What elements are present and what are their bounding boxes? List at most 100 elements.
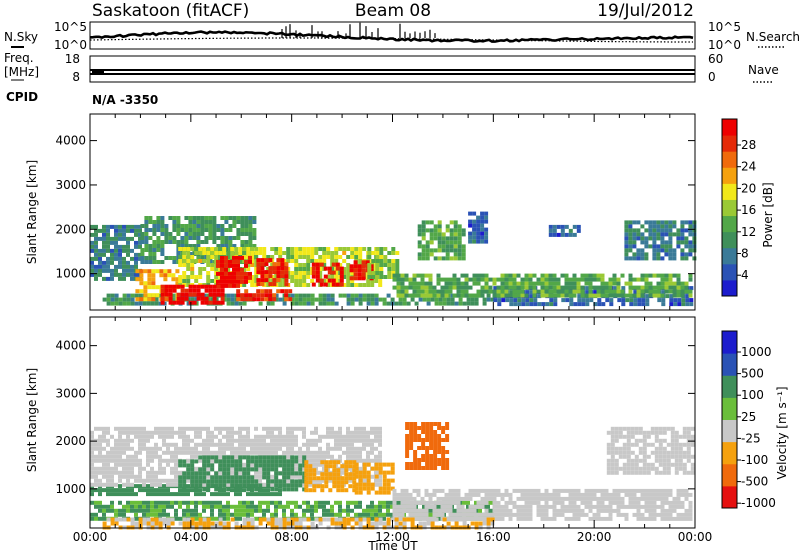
- heatmap-cell: [378, 462, 383, 467]
- heatmap-cell: [334, 434, 338, 439]
- heatmap-cell: [258, 492, 262, 497]
- heatmap-cell: [344, 460, 349, 465]
- heatmap-cell: [628, 289, 633, 294]
- heatmap-cell: [413, 466, 418, 470]
- heatmap-cell: [525, 302, 530, 307]
- heatmap-cell: [102, 454, 106, 459]
- heatmap-cell: [268, 274, 273, 279]
- heatmap-cell: [614, 434, 619, 439]
- heatmap-cell: [174, 500, 178, 505]
- heatmap-cell: [220, 224, 225, 228]
- heatmap-cell: [152, 232, 157, 236]
- heatmap-cell: [509, 298, 514, 303]
- heatmap-cell: [224, 244, 229, 248]
- heatmap-cell: [624, 232, 629, 237]
- heatmap-cell: [428, 289, 433, 294]
- heatmap-cell: [172, 220, 177, 224]
- heatmap-cell: [669, 298, 674, 303]
- heatmap-cell: [622, 426, 627, 431]
- heatmap-cell: [450, 297, 455, 302]
- heatmap-cell: [146, 500, 150, 505]
- heatmap-cell: [492, 500, 497, 505]
- heatmap-cell: [367, 263, 372, 267]
- heatmap-cell: [178, 516, 182, 521]
- heatmap-cell: [306, 275, 311, 279]
- heatmap-cell: [182, 251, 187, 255]
- heatmap-cell: [230, 438, 234, 443]
- heatmap-cell: [449, 220, 454, 225]
- heatmap-cell: [429, 220, 434, 225]
- heatmap-cell: [222, 508, 226, 513]
- heatmap-cell: [190, 521, 195, 526]
- heatmap-cell: [350, 508, 354, 513]
- heatmap-cell: [672, 508, 677, 513]
- heatmap-cell: [660, 220, 665, 225]
- heatmap-cell: [449, 240, 454, 245]
- heatmap-cell: [218, 247, 223, 251]
- y-tick-label: 1000: [55, 267, 86, 281]
- heatmap-cell: [330, 521, 335, 526]
- heatmap-cell: [429, 438, 434, 442]
- heatmap-cell: [174, 450, 178, 455]
- heatmap-cell: [604, 492, 609, 497]
- heatmap-cell: [310, 516, 314, 521]
- heatmap-cell: [234, 492, 238, 497]
- heatmap-cell: [298, 483, 303, 488]
- heatmap-cell: [568, 289, 573, 294]
- heatmap-cell: [262, 450, 266, 455]
- heatmap-cell: [298, 517, 303, 522]
- heatmap-cell: [254, 479, 259, 484]
- heatmap-cell: [424, 273, 429, 278]
- heatmap-cell: [130, 521, 135, 526]
- heatmap-cell: [130, 256, 134, 261]
- heatmap-cell: [230, 512, 234, 517]
- heatmap-cell: [308, 472, 313, 477]
- heatmap-cell: [314, 504, 318, 509]
- heatmap-cell: [164, 292, 169, 297]
- heatmap-cell: [410, 517, 415, 522]
- heatmap-cell: [580, 273, 585, 278]
- heatmap-cell: [192, 300, 197, 305]
- heatmap-cell: [146, 454, 150, 459]
- heatmap-cell: [596, 504, 601, 509]
- heatmap-cell: [350, 293, 355, 298]
- heatmap-cell: [146, 301, 151, 306]
- heatmap-cell: [242, 301, 247, 306]
- heatmap-cell: [628, 277, 633, 282]
- heatmap-cell: [258, 521, 263, 526]
- heatmap-cell: [290, 426, 294, 431]
- heatmap-cell: [628, 240, 633, 245]
- heatmap-cell: [358, 259, 363, 263]
- heatmap-cell: [568, 281, 573, 286]
- heatmap-cell: [348, 484, 353, 489]
- heatmap-cell: [429, 248, 434, 253]
- heatmap-cell: [508, 512, 513, 517]
- heatmap-cell: [572, 281, 577, 286]
- heatmap-cell: [154, 301, 159, 306]
- heatmap-cell: [476, 215, 481, 220]
- heatmap-cell: [500, 273, 505, 278]
- heatmap-cell: [298, 463, 303, 468]
- heatmap-cell: [616, 492, 621, 497]
- heatmap-cell: [126, 240, 130, 245]
- heatmap-cell: [648, 289, 653, 294]
- heatmap-cell: [540, 508, 545, 513]
- heatmap-cell: [664, 220, 669, 225]
- heatmap-cell: [168, 256, 173, 260]
- heatmap-cell: [432, 488, 437, 493]
- heatmap-cell: [126, 224, 130, 229]
- heatmap-cell: [516, 512, 521, 517]
- heatmap-cell: [302, 255, 307, 259]
- heatmap-cell: [234, 463, 239, 468]
- heatmap-cell: [392, 500, 397, 505]
- heatmap-cell: [302, 459, 307, 464]
- heatmap-cell: [206, 471, 211, 476]
- heatmap-cell: [660, 504, 665, 509]
- heatmap-cell: [367, 267, 372, 271]
- n-search-label: N.Search: [746, 30, 800, 44]
- heatmap-cell: [610, 438, 615, 443]
- heatmap-cell: [206, 259, 211, 263]
- heatmap-cell: [256, 266, 261, 271]
- heatmap-cell: [262, 247, 267, 251]
- heatmap-cell: [405, 450, 410, 454]
